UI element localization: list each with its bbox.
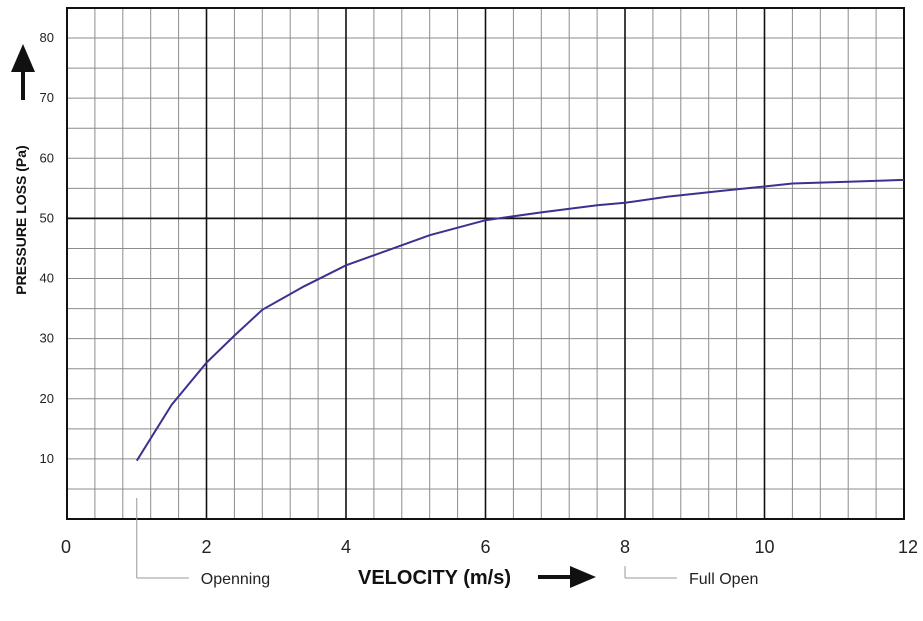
y-axis-arrow-icon: [11, 44, 35, 100]
y-tick-label: 10: [40, 451, 54, 466]
y-tick-labels: 10 20 30 40 50 60 70 80: [40, 30, 54, 466]
x-tick-label: 4: [341, 537, 351, 557]
y-tick-label: 80: [40, 30, 54, 45]
x-tick-label: 2: [201, 537, 211, 557]
y-tick-label: 50: [40, 210, 54, 225]
x-tick-label: 8: [620, 537, 630, 557]
y-tick-label: 60: [40, 150, 54, 165]
y-tick-label: 70: [40, 90, 54, 105]
plot-frame: [66, 7, 905, 520]
x-tick-labels: 0 2 4 6 8 10 12: [61, 537, 918, 557]
x-axis-title: VELOCITY (m/s): [358, 567, 511, 589]
x-tick-label: 12: [898, 537, 918, 557]
x-axis-title-group: VELOCITY (m/s): [358, 566, 596, 589]
grid-major: [67, 8, 904, 519]
annotation: Full Open: [624, 566, 758, 588]
y-axis-title-group: PRESSURE LOSS (Pa): [11, 44, 35, 295]
y-tick-label: 30: [40, 331, 54, 346]
annotation-label: Openning: [201, 571, 270, 588]
y-tick-label: 40: [40, 271, 54, 286]
y-tick-label: 20: [40, 391, 54, 406]
annotations: Openning Full Open: [136, 498, 758, 588]
annotation: Openning: [136, 498, 270, 588]
x-tick-label: 0: [61, 537, 71, 557]
series-line: [135, 178, 905, 462]
annotation-label: Full Open: [689, 571, 758, 588]
x-tick-label: 6: [480, 537, 490, 557]
x-axis-arrow-icon: [538, 566, 596, 588]
y-axis-title: PRESSURE LOSS (Pa): [13, 145, 29, 294]
x-tick-label: 10: [754, 537, 774, 557]
